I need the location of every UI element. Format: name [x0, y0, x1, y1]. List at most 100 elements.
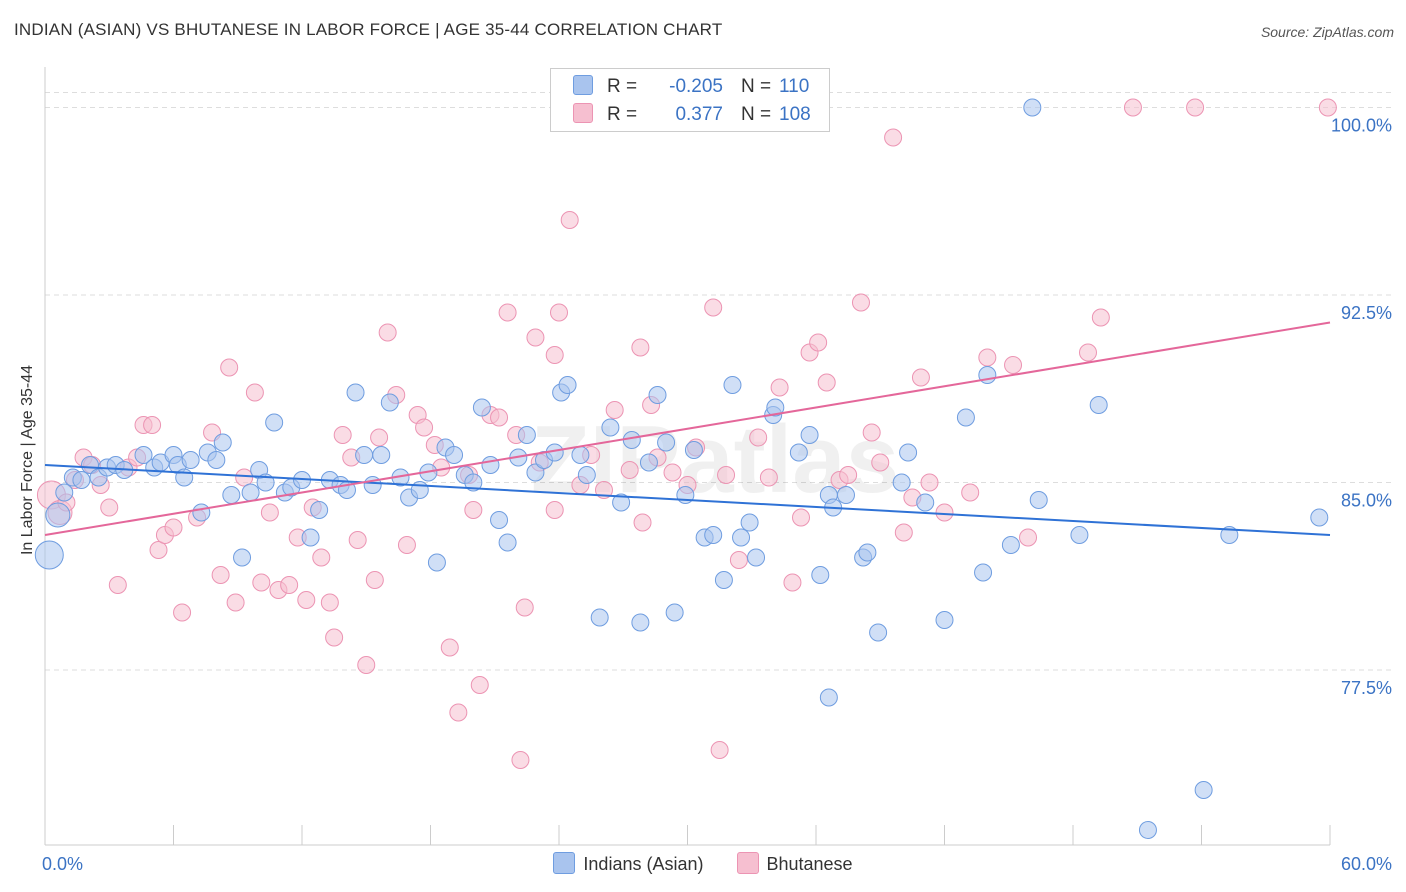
indians-asian-point — [665, 603, 684, 622]
bhutanese-point — [663, 463, 682, 482]
indians-asian-point — [789, 443, 808, 462]
x-tick-label: 0.0% — [42, 854, 83, 874]
bhutanese-point — [871, 453, 890, 472]
bhutanese-point — [464, 501, 483, 519]
indians-asian-point — [192, 503, 211, 522]
bhutanese-point — [770, 378, 789, 397]
bhutanese-point — [545, 346, 564, 364]
bhutanese-point — [792, 508, 811, 527]
chart-title: INDIAN (ASIAN) VS BHUTANESE IN LABOR FOR… — [14, 20, 723, 39]
bhutanese-point — [108, 576, 127, 594]
series-legend: Indians (Asian) Bhutanese — [0, 852, 1406, 875]
trend-lines — [44, 321, 1331, 536]
indians-asian-point — [974, 563, 993, 582]
bhutanese-point — [449, 703, 468, 722]
bhutanese-point — [220, 358, 239, 377]
bhutanese-point — [1019, 528, 1038, 547]
bhutanese-point — [935, 503, 954, 522]
bhutanese-point — [515, 598, 534, 617]
bhutanese-point — [1186, 98, 1205, 117]
bhutanese-point — [560, 211, 579, 229]
indians-asian-point — [639, 453, 658, 472]
bhutanese-point — [440, 638, 459, 657]
bhutanese-point — [620, 461, 639, 479]
indians-asian-point — [732, 528, 751, 547]
indians-asian-point — [372, 446, 391, 464]
indians-asian-point — [1023, 98, 1042, 117]
indians-asian-point — [1001, 536, 1020, 554]
indians-asian-point — [819, 688, 838, 707]
indians-asian-point — [766, 398, 785, 417]
indians-asian-point — [517, 426, 536, 444]
bhutanese-point — [333, 426, 352, 444]
bhutanese-point — [490, 408, 509, 427]
indians-asian-point — [740, 513, 759, 532]
legend-item-indians: Indians (Asian) — [553, 852, 703, 875]
bhutanese-point — [729, 551, 748, 569]
bhutanese-point — [415, 418, 434, 437]
indians-asian-point — [657, 433, 676, 452]
indians-asian-point — [1138, 821, 1157, 839]
bhutanese-point — [1078, 343, 1097, 362]
indians-asian-point — [601, 418, 620, 437]
bhutanese-point — [631, 338, 650, 357]
indians-asian-point — [34, 540, 64, 570]
indians-asian-point — [45, 502, 71, 528]
bhutanese-point — [226, 593, 245, 612]
bhutanese-point — [245, 383, 264, 402]
bhutanese-point — [149, 541, 168, 559]
bhutanese-point — [884, 128, 903, 147]
indians-asian-point — [1029, 491, 1048, 509]
indians-asian-point — [631, 613, 650, 632]
indians-asian-point — [747, 548, 766, 567]
indians-asian-point — [498, 533, 517, 552]
bhutanese-point — [312, 548, 331, 567]
bhutanese-point — [605, 401, 624, 419]
indians-asian-point — [836, 486, 855, 504]
tick-labels: 77.5% 85.0% 92.5% 100.0% 0.0% 60.0% — [42, 116, 1392, 875]
bhutanese-point — [862, 423, 881, 442]
indians-asian-point — [956, 408, 975, 427]
indians-asian-point — [55, 483, 74, 502]
y-tick-label: 85.0% — [1341, 491, 1392, 511]
indians-asian-point — [612, 493, 631, 512]
indians-asian-point — [445, 446, 464, 464]
bhutanese-point — [235, 468, 254, 487]
indians-asian-point — [134, 446, 153, 464]
indians-asian-point — [481, 456, 500, 474]
x-tick-label: 60.0% — [1341, 854, 1392, 874]
legend-row-bhutanese: R = 0.377 N = 108 — [573, 103, 811, 126]
legend-n-value: 110 — [779, 76, 810, 97]
legend-swatch-pink — [736, 852, 759, 874]
indians-asian-point — [869, 623, 888, 642]
bhutanese-point — [759, 468, 778, 487]
bhutanese-point — [325, 628, 344, 647]
indians-asian-point — [310, 501, 329, 519]
bhutanese-point — [1123, 98, 1142, 117]
bhutanese-point — [320, 593, 339, 612]
indians-asian-point — [181, 451, 200, 469]
bhutanese-point — [710, 741, 729, 759]
bhutanese-point — [378, 323, 397, 342]
bhutanese-point — [470, 676, 489, 694]
y-tick-label: 92.5% — [1341, 303, 1392, 323]
legend-n-label: N = — [741, 104, 772, 125]
indians-asian-point — [346, 383, 365, 402]
indians-asian-point — [858, 543, 877, 562]
indians-asian-point — [1089, 396, 1108, 414]
legend-label-bhutanese: Bhutanese — [766, 854, 853, 874]
bhutanese-point — [817, 373, 836, 392]
bhutanese-point — [143, 416, 162, 434]
bhutanese-point — [260, 503, 279, 522]
bhutanese-point — [348, 531, 367, 549]
bhutanese-point — [978, 348, 997, 367]
indians-asian-point — [800, 426, 819, 444]
bhutanese-point — [894, 523, 913, 542]
indians-asian-point — [899, 443, 918, 462]
indians-asian-point — [590, 608, 609, 627]
bhutanese-point — [749, 428, 768, 447]
indians-asian-point — [1194, 781, 1213, 799]
indians-asian-point — [892, 473, 911, 492]
bhutanese-point — [851, 293, 870, 312]
